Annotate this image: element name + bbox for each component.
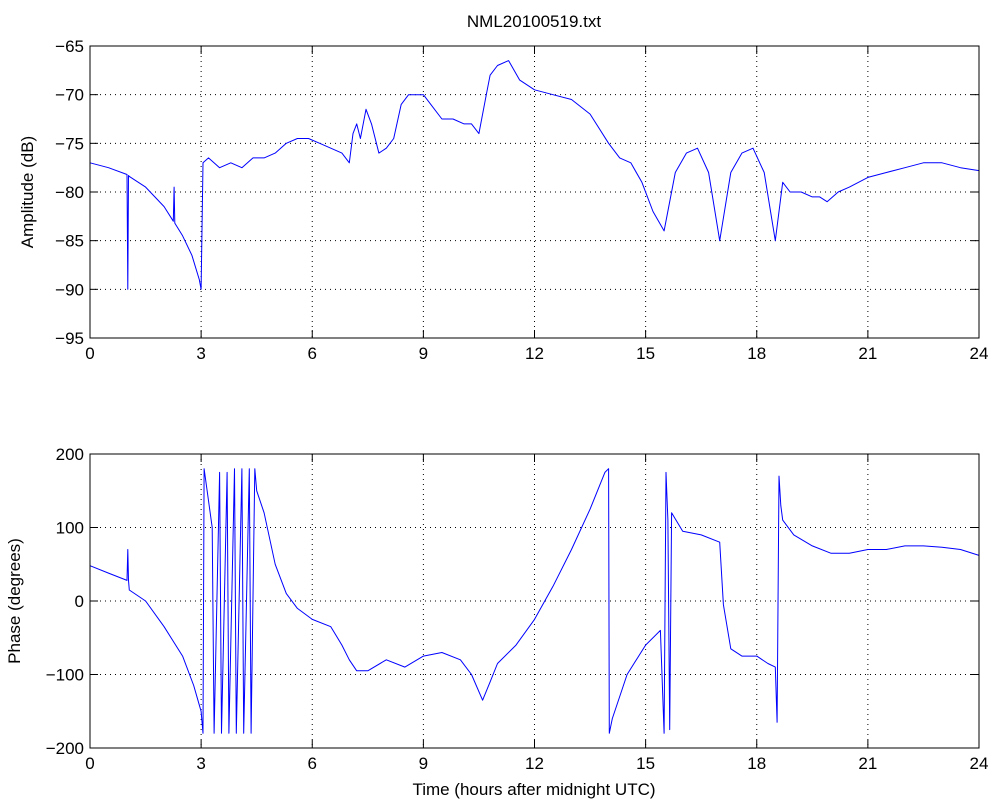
phase-x-tick-label: 24 (970, 754, 989, 773)
phase-series (89, 468, 980, 734)
amplitude-x-tick-label: 9 (419, 344, 428, 363)
amplitude-series-line (89, 60, 980, 290)
amplitude-x-tick-label: 0 (85, 344, 94, 363)
phase-y-tick-label: 200 (56, 445, 84, 464)
phase-x-tick-label: 15 (636, 754, 655, 773)
phase-y-tick-label: 0 (75, 592, 84, 611)
amplitude-x-tick-label: 12 (525, 344, 544, 363)
amplitude-grid (90, 46, 979, 338)
phase-x-tick-label: 6 (308, 754, 317, 773)
phase-panel: 0 3 6 9 12 15 18 21 24 −200 −100 0 100 200 Phase (deg… (5, 445, 988, 799)
amplitude-x-tick-label: 21 (858, 344, 877, 363)
amplitude-ticks: 0 3 6 9 12 15 18 21 24 −95 −90 −85 −80 −75 −70 −65 (55, 37, 988, 363)
phase-y-tick-label: −200 (46, 739, 84, 758)
phase-ticks: 0 3 6 9 12 15 18 21 24 −200 −100 0 100 200 (46, 445, 989, 773)
amplitude-panel: 0 3 6 9 12 15 18 21 24 −95 −90 −85 −80 −75 −70 −65 Ampl… (18, 37, 988, 363)
phase-x-tick-label: 12 (525, 754, 544, 773)
phase-y-tick-label: 100 (56, 519, 84, 538)
amplitude-series (89, 60, 980, 290)
phase-y-axis-label: Phase (degrees) (5, 538, 24, 664)
phase-x-tick-label: 3 (196, 754, 205, 773)
amplitude-x-tick-label: 3 (196, 344, 205, 363)
amplitude-y-tick-label: −95 (55, 329, 84, 348)
amplitude-y-tick-label: −70 (55, 86, 84, 105)
amplitude-y-tick-label: −90 (55, 280, 84, 299)
amplitude-y-tick-label: −75 (55, 134, 84, 153)
amplitude-y-tick-label: −80 (55, 183, 84, 202)
x-axis-label: Time (hours after midnight UTC) (412, 780, 655, 799)
amplitude-y-axis-label: Amplitude (dB) (18, 136, 37, 248)
amplitude-x-tick-label: 6 (308, 344, 317, 363)
amplitude-x-tick-label: 15 (636, 344, 655, 363)
amplitude-x-tick-label: 24 (970, 344, 989, 363)
amplitude-y-tick-label: −85 (55, 232, 84, 251)
phase-grid (90, 454, 979, 748)
phase-x-tick-label: 0 (85, 754, 94, 773)
phase-x-tick-label: 18 (747, 754, 766, 773)
chart-title: NML20100519.txt (467, 12, 601, 31)
phase-y-tick-label: −100 (46, 666, 84, 685)
amplitude-x-tick-label: 18 (747, 344, 766, 363)
phase-x-tick-label: 9 (419, 754, 428, 773)
phase-series-line (89, 468, 980, 734)
amplitude-y-tick-label: −65 (55, 37, 84, 56)
phase-x-tick-label: 21 (858, 754, 877, 773)
